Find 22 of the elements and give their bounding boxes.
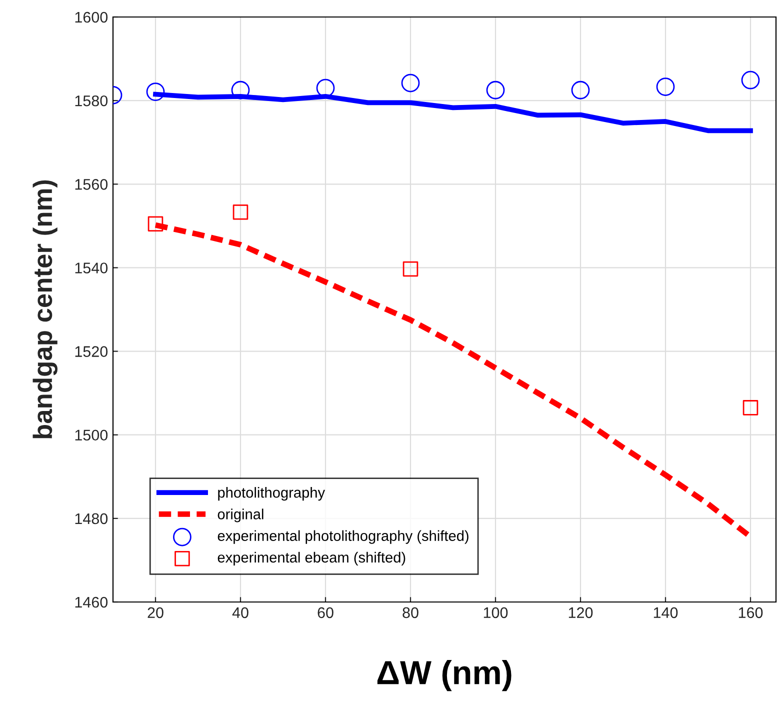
- y-tick-label: 1460: [75, 596, 108, 608]
- y-tick-label: 1560: [75, 179, 108, 190]
- y-tick-label: 1500: [75, 430, 108, 441]
- x-tick-label: 20: [148, 607, 164, 618]
- x-tick-label: 80: [402, 607, 418, 618]
- y-tick-label: 1520: [75, 346, 108, 357]
- x-tick-label: 100: [484, 607, 508, 618]
- legend-label: experimental photolithography (shifted): [218, 530, 468, 544]
- legend-label: original: [218, 508, 264, 522]
- legend-label: experimental ebeam (shifted): [218, 552, 406, 566]
- x-tick-label: 160: [738, 607, 763, 618]
- y-tick-label: 1580: [75, 95, 108, 106]
- x-tick-label: 40: [232, 607, 248, 618]
- y-axis-title: bandgap center (nm): [32, 180, 58, 438]
- x-tick-label: 140: [654, 607, 678, 618]
- x-tick-label: 60: [318, 607, 334, 618]
- x-axis-title: ΔW (nm): [377, 660, 512, 692]
- y-tick-label: 1480: [75, 513, 108, 524]
- y-tick-label: 1540: [75, 262, 108, 274]
- y-tick-label: 1600: [75, 12, 108, 23]
- legend-label: photolithography: [218, 487, 326, 501]
- x-tick-label: 120: [568, 607, 593, 618]
